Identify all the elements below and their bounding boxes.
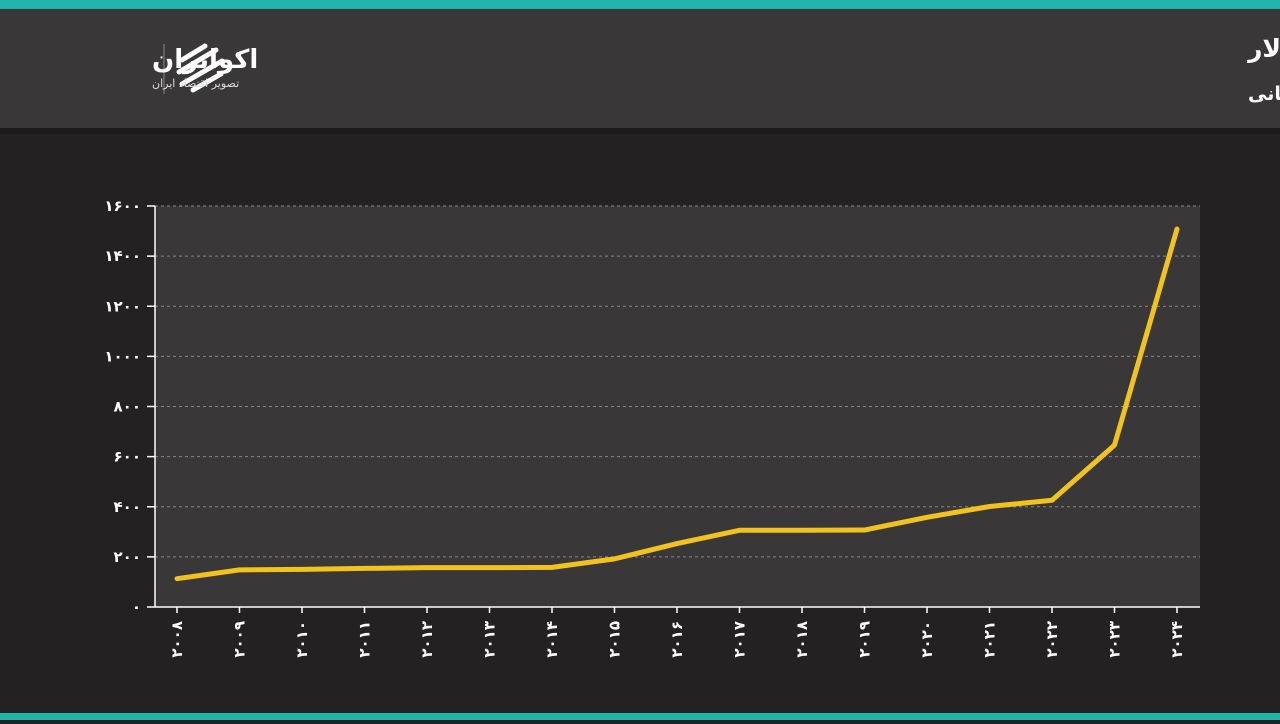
x-tick-label: ۲۰۱۶	[668, 621, 686, 658]
x-tick-label: ۲۰۲۲	[1043, 621, 1061, 658]
x-tick-label: ۲۰۱۷	[731, 621, 749, 658]
x-tick-label: ۲۰۲۱	[981, 621, 999, 658]
x-tick-label: ۲۰۱۸	[793, 621, 811, 658]
y-tick-label: ۶۰۰	[114, 448, 141, 466]
x-tick-label: ۲۰۱۰	[293, 621, 311, 658]
x-tick-label: ۲۰۱۱	[356, 621, 374, 658]
top-strip	[0, 0, 1280, 9]
y-tick-label: ۱۶۰۰	[104, 197, 141, 215]
x-tick-label: ۲۰۱۵	[606, 621, 624, 658]
logo-name: اکوایران	[152, 45, 258, 75]
y-tick-label: ۱۰۰۰	[104, 347, 141, 365]
y-tick-label: ۲۰۰	[114, 548, 141, 566]
y-tick-label: ۱۴۰۰	[104, 247, 141, 265]
x-tick-label: ۲۰۱۴	[543, 621, 561, 658]
chart-title: نرخ برابری نایرا در برابر دلار	[1246, 34, 1280, 64]
x-tick-label: ۲۰۲۰	[918, 621, 936, 658]
header-shadow	[0, 128, 1280, 134]
x-tick-label: ۲۰۱۲	[418, 621, 436, 658]
y-tick-label: ۰	[132, 598, 141, 616]
chart-subtitle: (واحد: نایرا)- منبع: بانک جهانی	[1248, 83, 1280, 105]
y-tick-label: ۸۰۰	[114, 398, 141, 416]
x-tick-label: ۲۰۲۴	[1168, 621, 1186, 658]
logo-tagline: تصویر اقتصاد ایران	[152, 77, 239, 90]
y-tick-label: ۱۲۰۰	[104, 297, 141, 315]
x-tick-label: ۲۰۲۳	[1106, 621, 1124, 658]
data-line	[174, 226, 1180, 582]
x-tick-label: ۲۰۰۹	[231, 621, 249, 658]
x-tick-label: ۲۰۱۳	[481, 621, 499, 658]
x-tick-label: ۲۰۱۹	[856, 621, 874, 658]
logo: اکوایران تصویر اقتصاد ایران	[152, 43, 258, 94]
bottom-strip	[0, 713, 1280, 720]
x-tick-label: ۲۰۰۸	[168, 621, 186, 658]
logo-icon	[176, 43, 225, 93]
y-tick-label: ۴۰۰	[114, 498, 141, 516]
